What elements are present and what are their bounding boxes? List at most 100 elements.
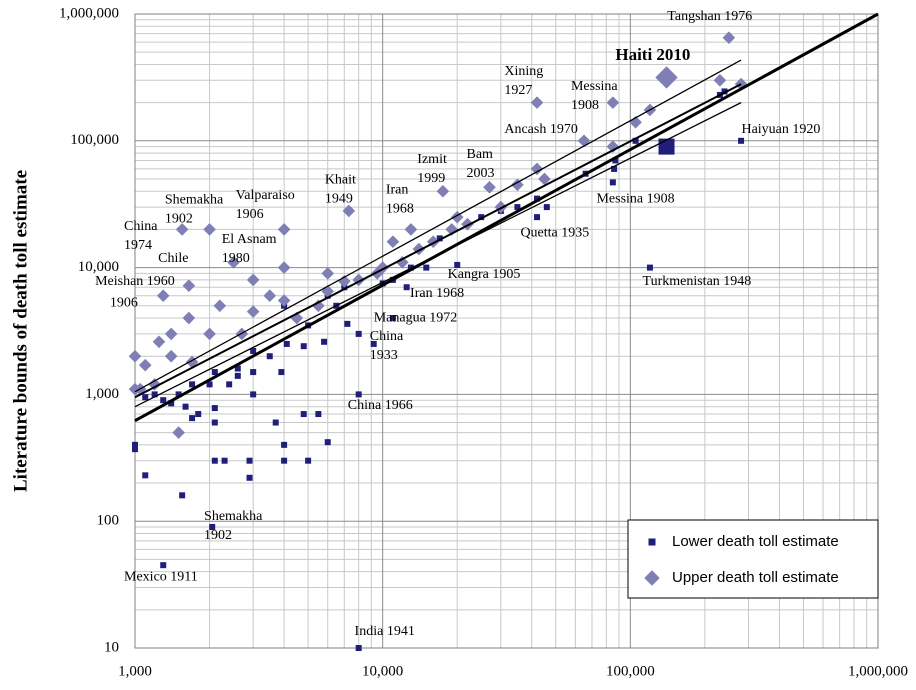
point <box>290 311 304 325</box>
annotation: El Asnam <box>222 232 277 247</box>
point <box>211 405 218 412</box>
point <box>142 472 149 479</box>
y-tick-label: 10,000 <box>78 259 119 275</box>
point <box>246 474 253 481</box>
point <box>352 273 365 287</box>
point <box>189 381 196 388</box>
annotation: 1980 <box>222 251 250 266</box>
point <box>321 338 328 345</box>
point <box>355 330 362 337</box>
point <box>142 394 149 401</box>
point <box>175 223 189 236</box>
point <box>132 441 138 448</box>
point <box>395 256 409 269</box>
point <box>246 457 253 464</box>
point <box>182 311 196 325</box>
y-tick-label: 1,000 <box>85 386 119 402</box>
point <box>278 369 285 376</box>
point <box>713 74 727 87</box>
point <box>646 264 653 271</box>
annotation: 1902 <box>204 528 232 543</box>
y-tick-label: 100,000 <box>70 132 119 148</box>
point <box>514 204 521 211</box>
legend-marker <box>648 538 656 546</box>
annotation: Mexico 1911 <box>124 570 198 585</box>
point <box>305 457 312 464</box>
legend-box <box>627 519 879 599</box>
annotation: 1974 <box>124 238 152 253</box>
point <box>283 340 290 347</box>
x-tick-label: 100,000 <box>606 663 655 679</box>
point <box>179 492 186 499</box>
legend-label: Upper death toll estimate <box>672 569 839 586</box>
annotation: Iran 1968 <box>410 286 464 301</box>
y-axis-label: Literature bounds of death toll estimate <box>10 170 31 492</box>
fit-line <box>134 59 742 393</box>
annotation: China <box>124 219 158 234</box>
annotation: Turkmenistan 1948 <box>643 274 752 289</box>
point <box>543 204 550 211</box>
x-tick-label: 1,000,000 <box>848 663 908 679</box>
point <box>606 96 620 109</box>
annotation: 1968 <box>386 201 414 216</box>
point <box>386 235 400 249</box>
y-tick-label: 100 <box>97 513 120 529</box>
point <box>128 349 142 363</box>
point <box>277 223 291 236</box>
plot-border <box>134 13 879 649</box>
fit-line <box>134 12 879 423</box>
point <box>412 242 426 256</box>
legend: Lower death toll estimate Upper death tol… <box>627 519 879 599</box>
point <box>734 77 748 91</box>
point <box>445 223 459 236</box>
annotation: 1902 <box>165 211 193 226</box>
annotation: Chile <box>158 251 188 266</box>
point <box>722 31 736 45</box>
point <box>206 381 213 388</box>
point <box>370 267 384 280</box>
point <box>277 261 291 274</box>
point <box>226 381 233 388</box>
point <box>156 289 170 303</box>
annotation: 1906 <box>110 295 138 310</box>
point <box>152 335 166 349</box>
point <box>182 403 189 410</box>
point <box>609 179 616 186</box>
point <box>403 284 410 291</box>
annotation: 1999 <box>417 171 445 186</box>
point <box>344 320 351 327</box>
point <box>209 524 216 531</box>
point <box>151 391 158 398</box>
point <box>132 446 138 453</box>
annotation: 1906 <box>236 207 264 222</box>
point <box>160 562 167 569</box>
point <box>511 178 524 192</box>
point <box>250 347 257 354</box>
point <box>185 355 199 369</box>
point <box>530 162 544 176</box>
annotation: 1949 <box>325 191 353 206</box>
x-tick-label: 10,000 <box>362 663 403 679</box>
point <box>175 391 182 398</box>
point <box>355 645 362 651</box>
point <box>211 419 218 426</box>
annotation: Xining <box>504 64 543 79</box>
point <box>483 180 496 194</box>
point <box>221 457 228 464</box>
fit-line <box>134 102 742 408</box>
annotation: China 1966 <box>348 398 413 413</box>
point <box>534 214 541 221</box>
point <box>389 315 396 322</box>
point <box>246 273 260 287</box>
annotation: Izmit <box>417 152 447 167</box>
point <box>300 411 307 418</box>
point <box>738 137 745 144</box>
point <box>281 441 288 448</box>
annotation: 2003 <box>466 166 494 181</box>
point <box>721 88 728 95</box>
point <box>213 299 227 313</box>
point <box>655 66 678 89</box>
point <box>164 327 178 341</box>
point <box>478 214 485 221</box>
annotation: Kangra 1905 <box>448 267 521 282</box>
